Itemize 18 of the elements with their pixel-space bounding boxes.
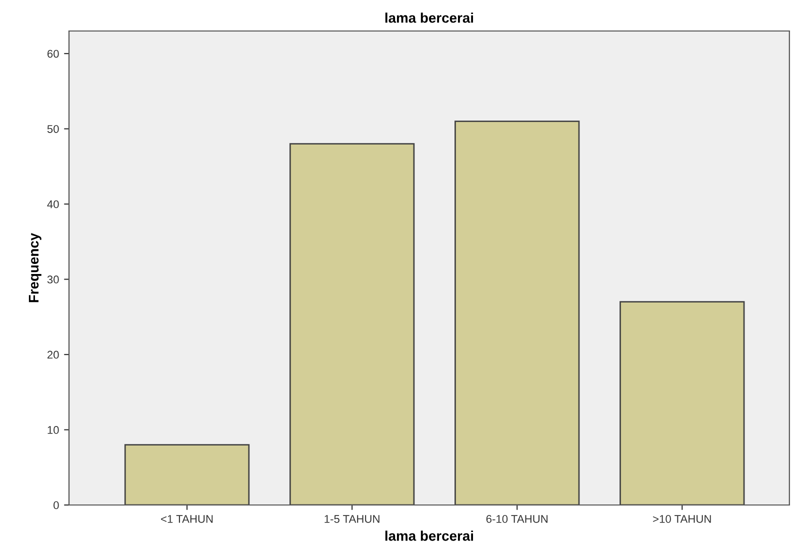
y-tick-label: 20 (47, 350, 59, 359)
y-tick-label: 10 (48, 426, 59, 434)
x-tick-label: 1-5 TAHUN (324, 515, 380, 523)
y-tick-label: 40 (47, 200, 59, 208)
y-tick-label: 0 (54, 501, 59, 510)
y-tick-label: 30 (47, 276, 59, 284)
y-tick-label: 50 (47, 125, 59, 133)
x-tick-label: 6-10 TAHUN (486, 515, 548, 523)
bar (124, 444, 250, 505)
bar (620, 301, 745, 505)
x-tick-label: >10 TAHUN (653, 515, 711, 523)
bar (289, 143, 415, 505)
x-tick-label: <1 TAHUN (161, 515, 213, 523)
x-axis-title: lama bercerai (385, 530, 474, 541)
y-tick-label: 60 (47, 50, 59, 58)
bar (454, 120, 580, 505)
y-axis-title: Frequency (28, 232, 42, 302)
chart-title: lama bercerai (385, 12, 474, 23)
